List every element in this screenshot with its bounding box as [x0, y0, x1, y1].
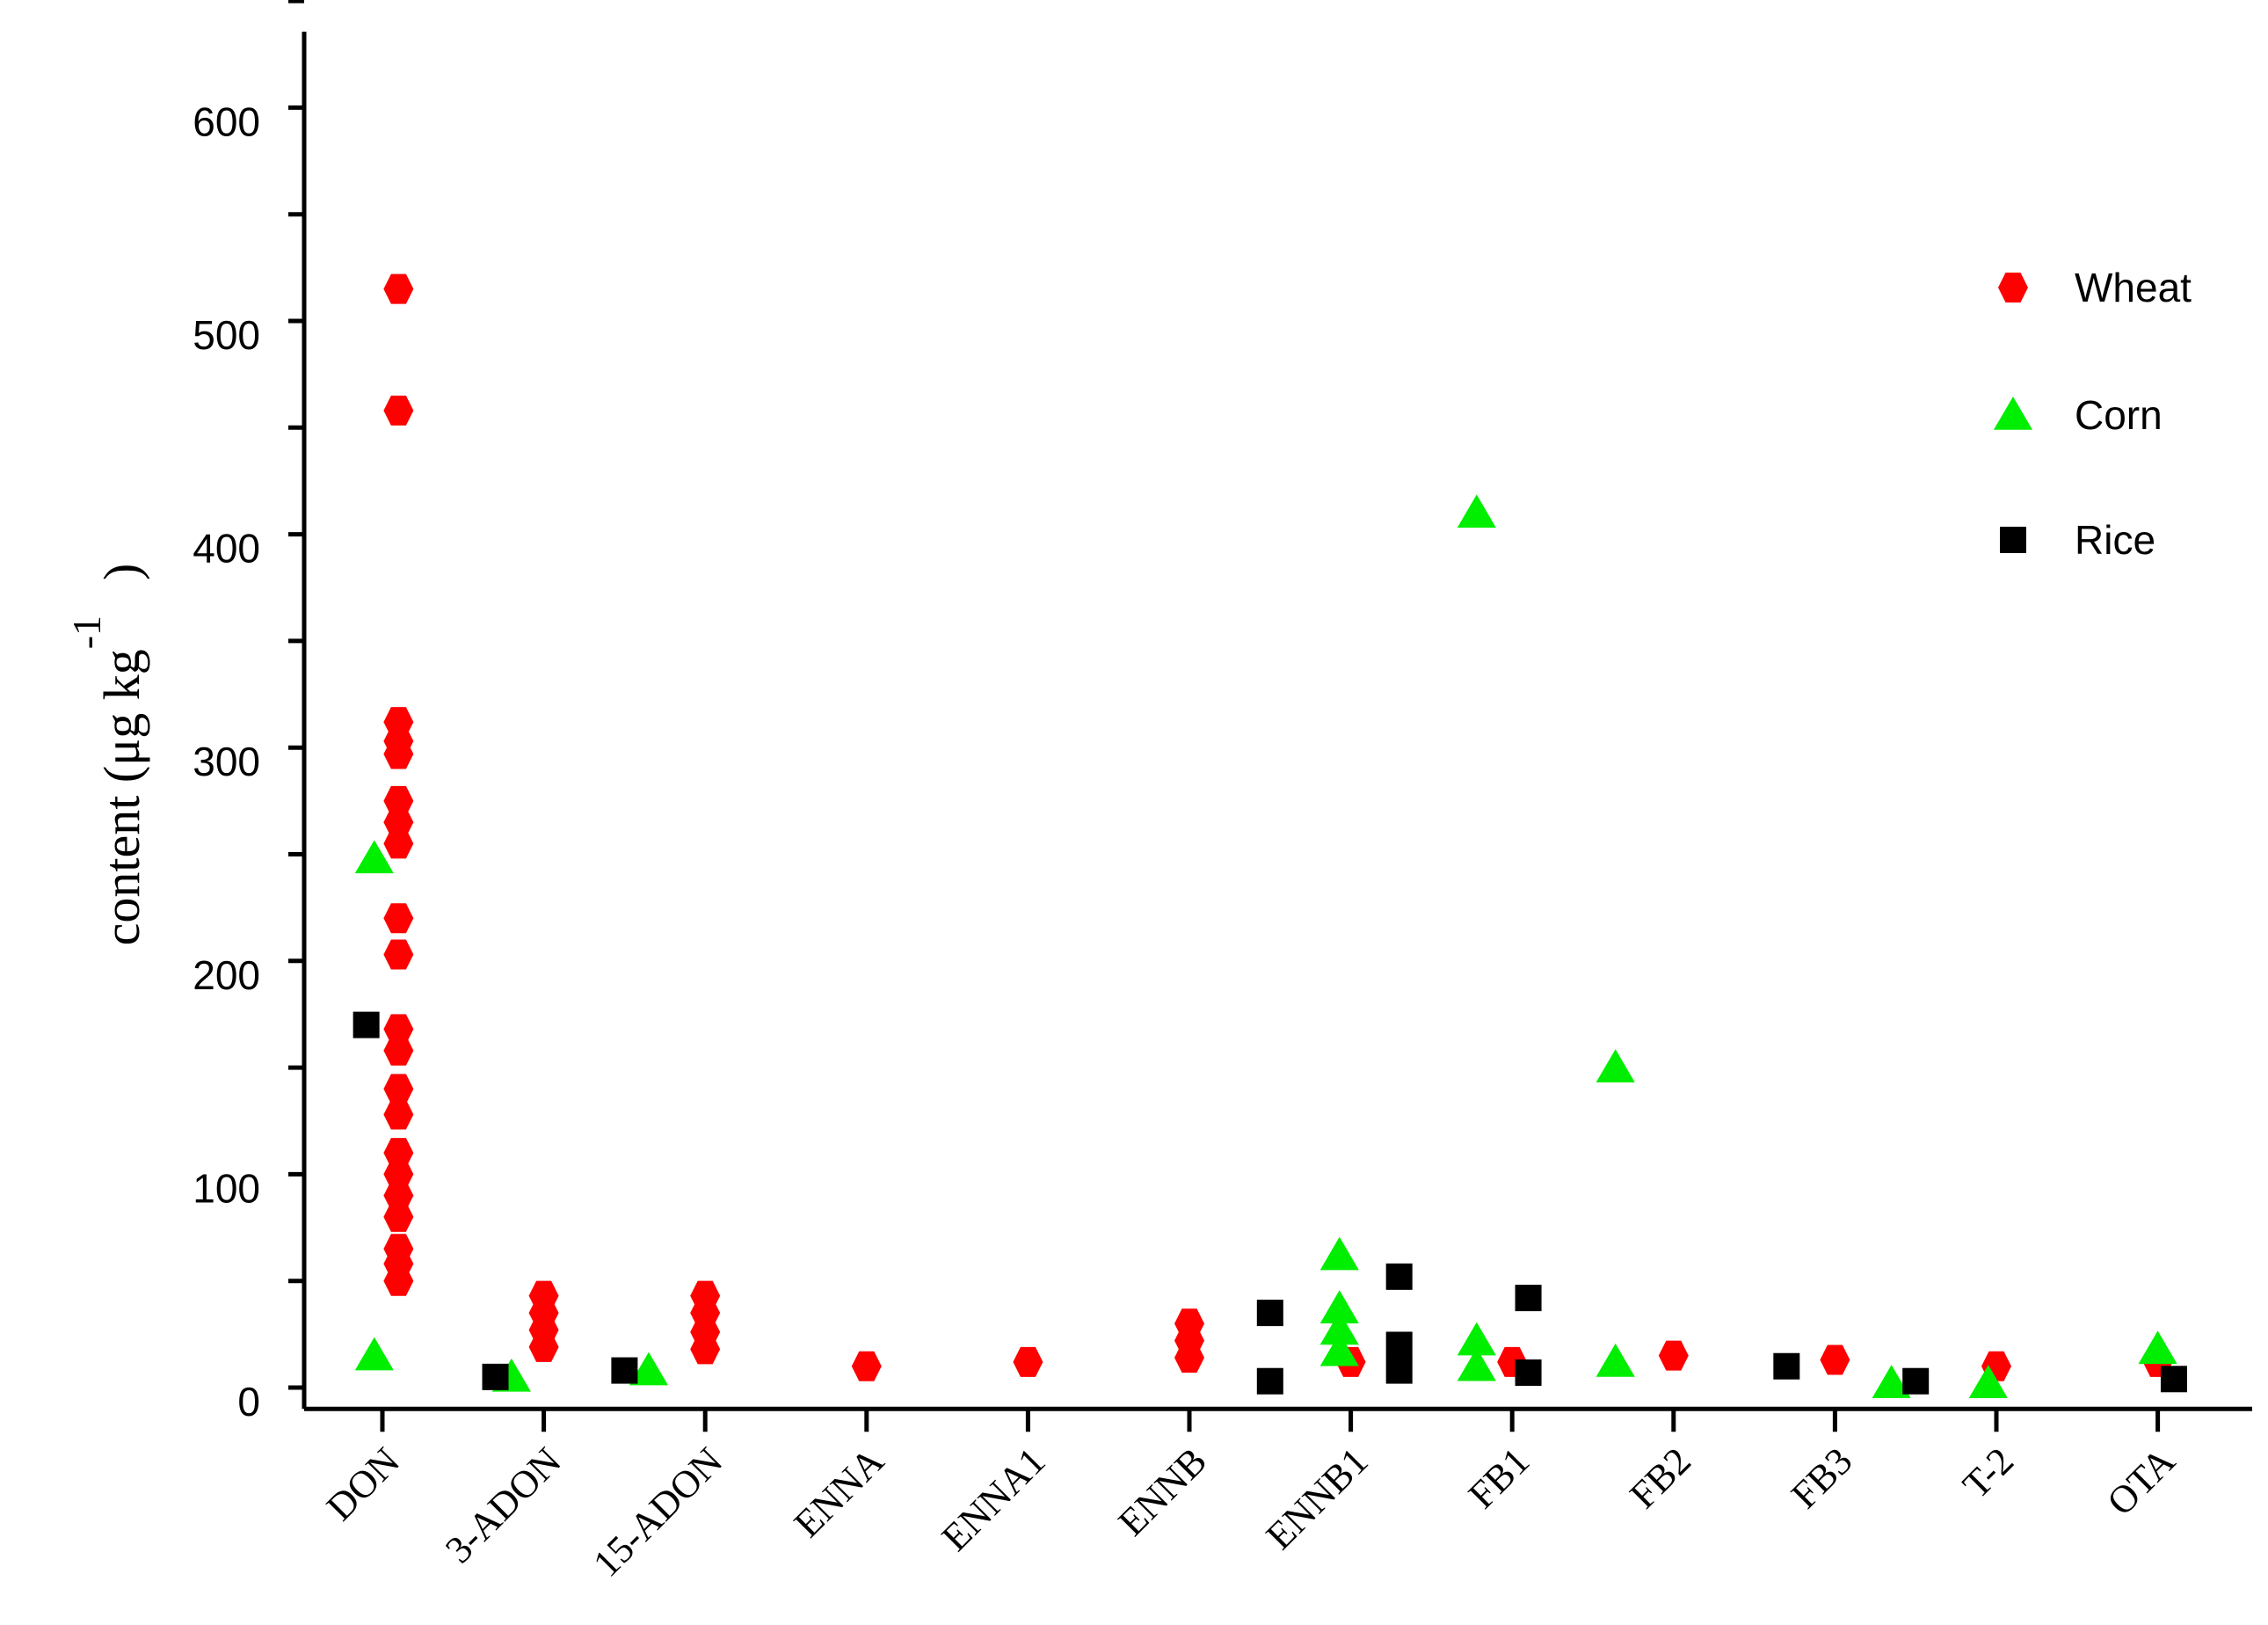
- x-tick-label-15-adon: 15-ADON: [585, 1439, 731, 1585]
- y-tick-label: 300: [193, 739, 260, 784]
- corn-point: [1457, 1322, 1496, 1356]
- corn-point: [1319, 1332, 1359, 1366]
- rice-point: [611, 1357, 638, 1384]
- svg-text:content (μg kg-1): content (μg kg-1): [64, 564, 150, 946]
- wheat-point: [383, 273, 414, 304]
- y-tick-label: 600: [193, 98, 260, 144]
- legend-label-rice: Rice: [2075, 517, 2155, 563]
- rice-point: [1385, 1263, 1413, 1290]
- x-tick-label-t-2: T-2: [1954, 1439, 2022, 1507]
- corn-point: [1319, 1236, 1359, 1271]
- corn-point: [629, 1352, 668, 1386]
- wheat-point: [383, 1074, 414, 1104]
- wheat-point: [851, 1351, 882, 1381]
- rice-point: [1773, 1352, 1800, 1380]
- wheat-point: [383, 939, 414, 970]
- y-axis-title: content (μg kg-1): [64, 564, 150, 946]
- legend-label-corn: Corn: [2075, 392, 2163, 438]
- series-corn: [354, 494, 2177, 1398]
- corn-point: [354, 1337, 394, 1371]
- y-tick-label: 200: [193, 952, 260, 998]
- legend-item-corn: Corn: [1993, 392, 2163, 438]
- corn-point: [1319, 1311, 1359, 1345]
- x-tick-label-enna: ENNA: [786, 1439, 892, 1546]
- wheat-point: [383, 1265, 414, 1296]
- corn-point: [1457, 1347, 1496, 1381]
- series-wheat: [383, 273, 2173, 1381]
- corn-point: [1319, 1290, 1359, 1324]
- wheat-point: [383, 1035, 414, 1066]
- rice-point: [1385, 1331, 1413, 1359]
- wheat-point: [1820, 1344, 1850, 1375]
- x-tick-label-fb2: FB2: [1622, 1439, 1699, 1517]
- rice-point: [353, 1011, 380, 1038]
- rice-point: [1515, 1359, 1542, 1387]
- x-tick-label-3-adon: 3-ADON: [437, 1439, 569, 1571]
- series-rice: [353, 1011, 2187, 1395]
- x-tick-label-ennb1: ENNB1: [1258, 1439, 1377, 1558]
- x-tick-label-fb1: FB1: [1460, 1439, 1537, 1517]
- corn-point: [1457, 494, 1496, 528]
- legend-swatch-wheat: [1998, 273, 2028, 302]
- rice-point: [2160, 1366, 2187, 1393]
- y-axis-title-suffix: ): [93, 564, 150, 580]
- x-tick-label-ota: OTA: [2099, 1439, 2184, 1524]
- wheat-point: [383, 395, 414, 426]
- rice-point: [1902, 1367, 1930, 1395]
- wheat-point: [383, 828, 414, 859]
- wheat-point: [383, 903, 414, 934]
- x-tick-label-fb3: FB3: [1783, 1439, 1860, 1517]
- axes: [302, 32, 2252, 1411]
- legend-item-wheat: Wheat: [1998, 265, 2192, 310]
- y-axis-ticks: 0100200300400500600700: [193, 0, 304, 1425]
- rice-point: [1256, 1367, 1283, 1395]
- y-tick-label: 100: [193, 1165, 260, 1211]
- wheat-point: [383, 1201, 414, 1232]
- rice-point: [482, 1363, 509, 1390]
- wheat-point: [1174, 1343, 1204, 1374]
- corn-point: [1872, 1365, 1911, 1398]
- wheat-point: [1658, 1340, 1689, 1371]
- x-tick-label-enna1: ENNA1: [934, 1439, 1054, 1560]
- legend-swatch-corn: [1993, 397, 2033, 430]
- wheat-point: [383, 1099, 414, 1130]
- corn-point: [354, 840, 394, 874]
- wheat-point: [528, 1331, 559, 1362]
- x-axis-ticks: DON 3-ADON 15-ADON ENNA ENNA1 ENNB ENNB1 FB1 FB2…: [318, 1409, 2184, 1585]
- rice-point: [1515, 1285, 1542, 1312]
- y-tick-label: 0: [237, 1379, 260, 1425]
- data-points: [353, 273, 2187, 1398]
- legend-label-wheat: Wheat: [2075, 265, 2192, 310]
- wheat-point: [690, 1334, 721, 1365]
- x-tick-label-don: DON: [318, 1439, 408, 1529]
- y-tick-label: 400: [193, 526, 260, 572]
- y-tick-label: 500: [193, 312, 260, 358]
- wheat-point: [1013, 1346, 1043, 1377]
- rice-point: [1256, 1300, 1283, 1327]
- wheat-point: [383, 739, 414, 769]
- legend: Wheat Corn Rice: [1993, 265, 2192, 563]
- corn-point: [1968, 1365, 2008, 1398]
- legend-item-rice: Rice: [2000, 517, 2155, 563]
- rice-point: [1385, 1357, 1413, 1384]
- legend-swatch-rice: [2000, 527, 2026, 553]
- corn-point: [1596, 1049, 1635, 1082]
- y-axis-title-main: content (μg kg: [93, 649, 150, 945]
- x-tick-label-ennb: ENNB: [1110, 1439, 1215, 1544]
- corn-point: [2138, 1330, 2177, 1365]
- corn-point: [1596, 1343, 1635, 1377]
- y-axis-title-superscript: -1: [64, 616, 109, 649]
